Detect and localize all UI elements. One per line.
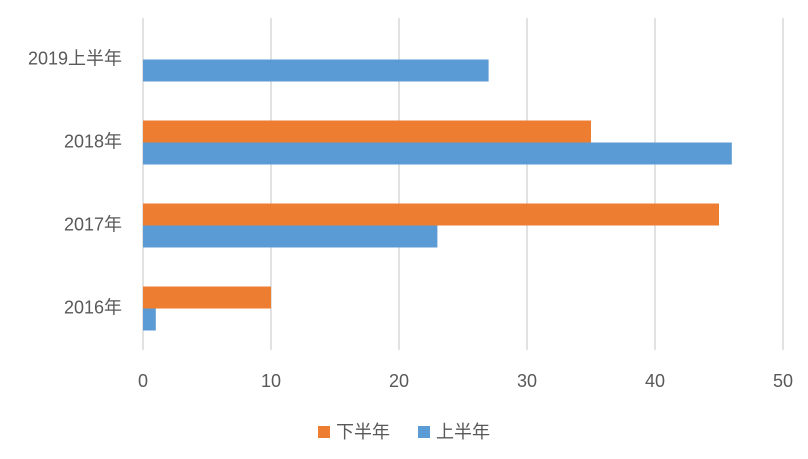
y-tick-label: 2017年 [64, 214, 122, 234]
bar [143, 308, 156, 331]
bar [143, 120, 591, 143]
bar [143, 225, 438, 248]
x-tick-label: 20 [389, 371, 409, 391]
legend-label: 下半年 [336, 422, 390, 442]
x-tick-label: 50 [773, 371, 793, 391]
x-tick-label: 30 [517, 371, 537, 391]
legend-label: 上半年 [436, 422, 490, 442]
y-tick-label: 2018年 [64, 131, 122, 151]
bar [143, 142, 732, 165]
x-tick-label: 40 [645, 371, 665, 391]
bar [143, 203, 719, 226]
bar [143, 59, 489, 82]
x-tick-label: 0 [138, 371, 148, 391]
bar [143, 286, 271, 309]
y-tick-label: 2019上半年 [28, 48, 122, 68]
y-tick-label: 2016年 [64, 297, 122, 317]
x-tick-label: 10 [261, 371, 281, 391]
legend-swatch [418, 426, 430, 438]
legend-swatch [318, 426, 330, 438]
